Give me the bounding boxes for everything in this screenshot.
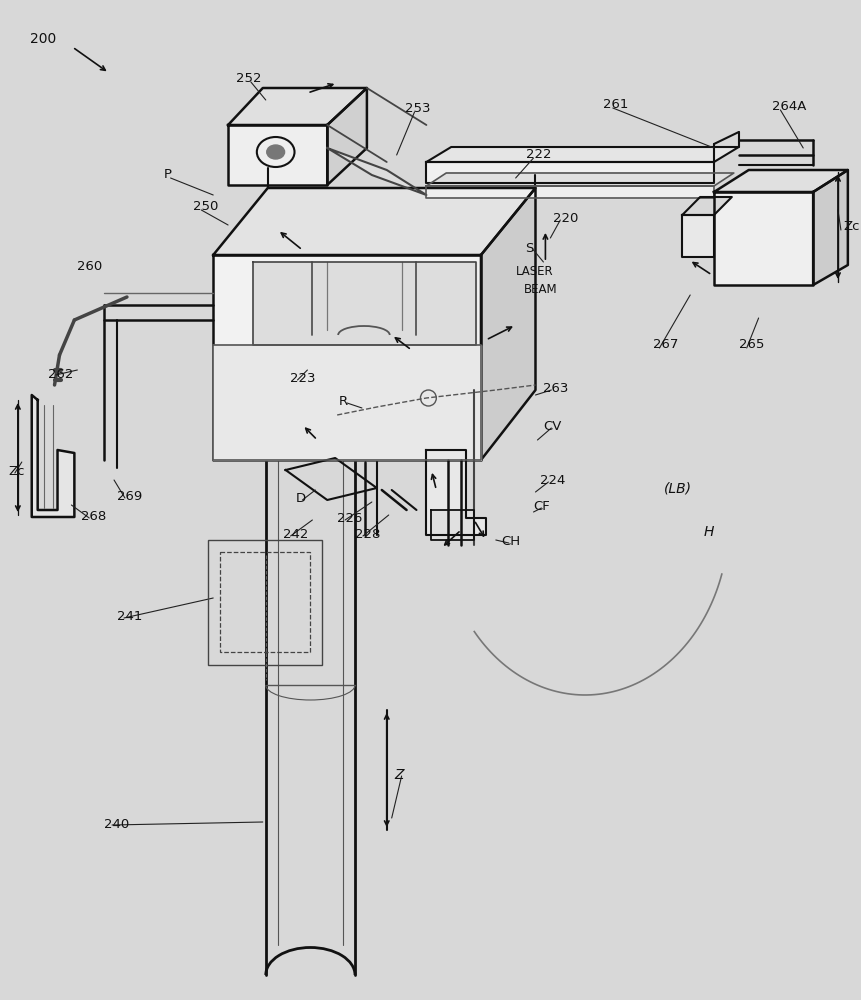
Polygon shape [252, 262, 475, 345]
Polygon shape [713, 192, 812, 285]
Polygon shape [228, 88, 367, 125]
Polygon shape [213, 255, 480, 460]
Text: 250: 250 [193, 200, 219, 213]
Text: 222: 222 [525, 148, 550, 161]
Bar [208, 540, 322, 665]
Polygon shape [812, 170, 847, 285]
Polygon shape [426, 450, 486, 535]
Text: 220: 220 [553, 212, 578, 225]
Text: 223: 223 [289, 372, 315, 385]
Text: Zc: Zc [8, 465, 24, 478]
Text: LASER: LASER [515, 265, 553, 278]
Text: 263: 263 [542, 382, 568, 395]
Bar [220, 552, 310, 652]
Text: S: S [525, 242, 533, 255]
Text: Z: Z [394, 768, 404, 782]
Text: 262: 262 [47, 368, 73, 381]
Text: Zc: Zc [842, 220, 858, 233]
Text: 260: 260 [77, 260, 102, 273]
Text: 253: 253 [404, 102, 430, 115]
Text: 242: 242 [282, 528, 307, 541]
Polygon shape [213, 345, 480, 460]
Polygon shape [426, 173, 733, 186]
Text: 261: 261 [602, 98, 628, 111]
Text: 265: 265 [738, 338, 763, 351]
Polygon shape [327, 148, 426, 195]
Text: CV: CV [542, 420, 561, 433]
Polygon shape [228, 125, 327, 185]
Text: 240: 240 [104, 818, 129, 831]
Text: BEAM: BEAM [523, 283, 556, 296]
Text: 200: 200 [30, 32, 56, 46]
Polygon shape [681, 197, 731, 215]
Text: 268: 268 [81, 510, 107, 523]
Text: (LB): (LB) [664, 482, 691, 496]
Polygon shape [426, 186, 713, 198]
Text: H: H [703, 525, 714, 539]
Polygon shape [327, 88, 367, 185]
Text: 252: 252 [236, 72, 261, 85]
Text: 241: 241 [117, 610, 142, 623]
Text: 224: 224 [540, 474, 565, 487]
Polygon shape [426, 147, 738, 162]
Polygon shape [285, 458, 376, 500]
Text: 228: 228 [355, 528, 380, 541]
Polygon shape [480, 188, 535, 460]
Text: 269: 269 [117, 490, 142, 503]
Text: P: P [164, 168, 171, 181]
Polygon shape [681, 215, 713, 257]
Text: D: D [295, 492, 306, 505]
Polygon shape [426, 162, 713, 183]
Ellipse shape [266, 145, 284, 159]
Text: R: R [338, 395, 348, 408]
Polygon shape [213, 188, 535, 255]
Text: 264A: 264A [771, 100, 805, 113]
Text: CH: CH [500, 535, 519, 548]
Text: CF: CF [533, 500, 549, 513]
Polygon shape [32, 395, 74, 517]
Text: 226: 226 [337, 512, 362, 525]
Text: 267: 267 [652, 338, 677, 351]
Polygon shape [430, 510, 474, 540]
Polygon shape [713, 170, 847, 192]
